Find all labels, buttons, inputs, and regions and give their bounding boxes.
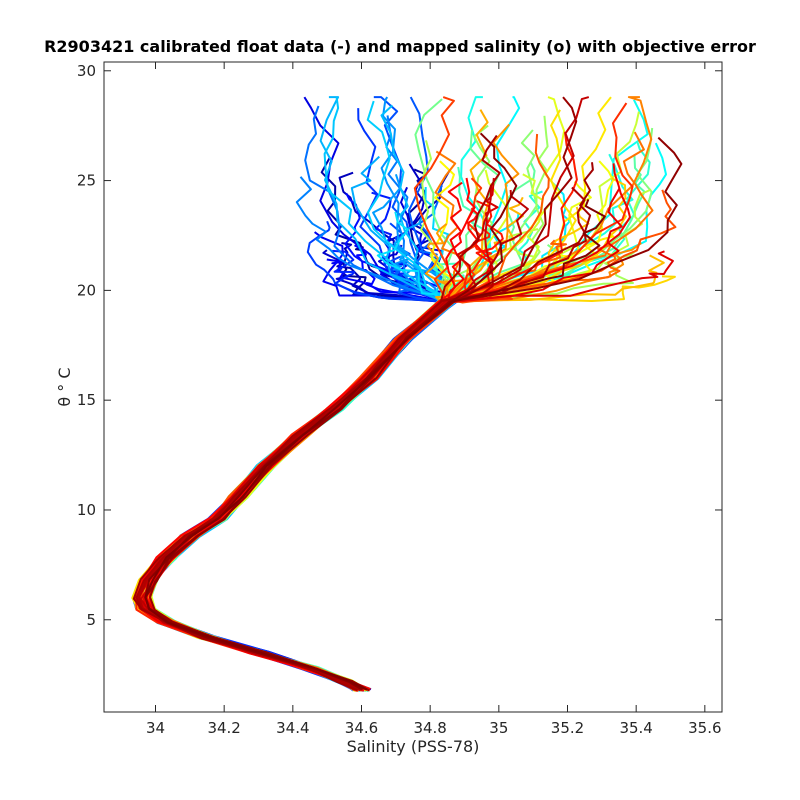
x-tick-label: 35.4 (619, 719, 652, 737)
plot-background (104, 62, 722, 712)
plot-frame (103, 61, 723, 713)
y-tick-label: 20 (77, 281, 96, 299)
x-tick-label: 34.4 (276, 719, 309, 737)
x-axis-title: Salinity (PSS-78) (347, 737, 480, 756)
y-tick-label: 15 (77, 391, 96, 409)
y-tick-label: 10 (77, 501, 96, 519)
profile-line (144, 199, 606, 691)
x-tick-label: 35.2 (551, 719, 584, 737)
chart-title: R2903421 calibrated float data (-) and m… (44, 37, 756, 56)
x-tick-label: 34.8 (413, 719, 446, 737)
y-tick-label: 30 (77, 62, 96, 80)
x-tick-label: 34.2 (207, 719, 240, 737)
y-tick-label: 5 (86, 611, 96, 629)
x-tick-label: 34.6 (345, 719, 378, 737)
y-axis: 5 10 15 20 25 30 (77, 62, 722, 629)
y-tick-label: 25 (77, 172, 96, 190)
x-axis: 34 34.2 34.4 34.6 34.8 35 35.2 35.4 35.6 (146, 62, 722, 737)
x-tick-label: 35.6 (688, 719, 721, 737)
x-tick-label: 34 (146, 719, 165, 737)
profile-lines (131, 96, 683, 693)
x-tick-label: 35 (489, 719, 508, 737)
y-axis-title: θ ° C (55, 367, 74, 406)
